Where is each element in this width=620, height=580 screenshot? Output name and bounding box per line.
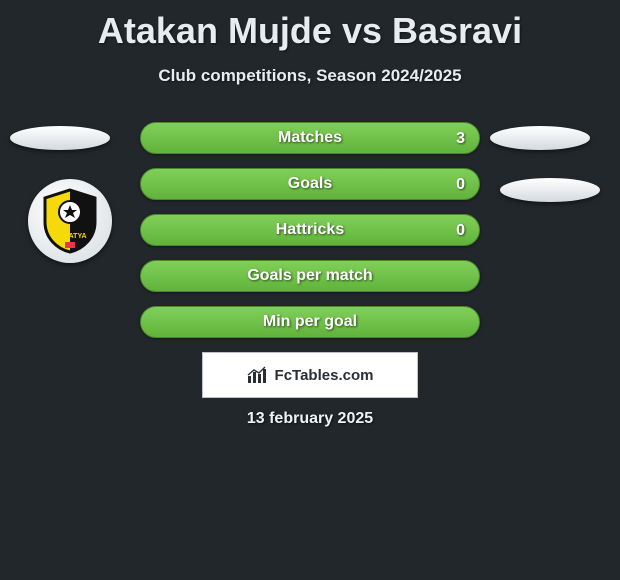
stat-label: Matches <box>278 129 342 147</box>
brand-label: FcTables.com <box>275 367 374 384</box>
player-right-placeholder <box>490 126 590 150</box>
stat-label: Goals per match <box>247 267 372 285</box>
stat-label: Min per goal <box>263 313 357 331</box>
stat-row-min-per-goal: Min per goal <box>140 306 480 338</box>
player-left-placeholder <box>10 126 110 150</box>
stat-row-goals: Goals 0 <box>140 168 480 200</box>
stat-value-right: 0 <box>456 169 465 201</box>
stat-row-matches: Matches 3 <box>140 122 480 154</box>
club-left-logo: MALATYA <box>28 179 112 263</box>
shield-icon: MALATYA <box>41 188 99 254</box>
stat-value-right: 0 <box>456 215 465 247</box>
club-right-placeholder <box>500 178 600 202</box>
bar-chart-icon <box>247 366 269 384</box>
page-title: Atakan Mujde vs Basravi <box>0 0 620 52</box>
stat-label: Goals <box>288 175 332 193</box>
stat-row-goals-per-match: Goals per match <box>140 260 480 292</box>
stat-value-right: 3 <box>456 123 465 155</box>
stat-row-hattricks: Hattricks 0 <box>140 214 480 246</box>
stat-label: Hattricks <box>276 221 344 239</box>
brand-badge: FcTables.com <box>202 352 418 398</box>
svg-text:MALATYA: MALATYA <box>53 233 86 240</box>
page-subtitle: Club competitions, Season 2024/2025 <box>0 66 620 86</box>
stats-panel: Matches 3 Goals 0 Hattricks 0 Goals per … <box>140 122 480 352</box>
footer-date: 13 february 2025 <box>0 410 620 428</box>
